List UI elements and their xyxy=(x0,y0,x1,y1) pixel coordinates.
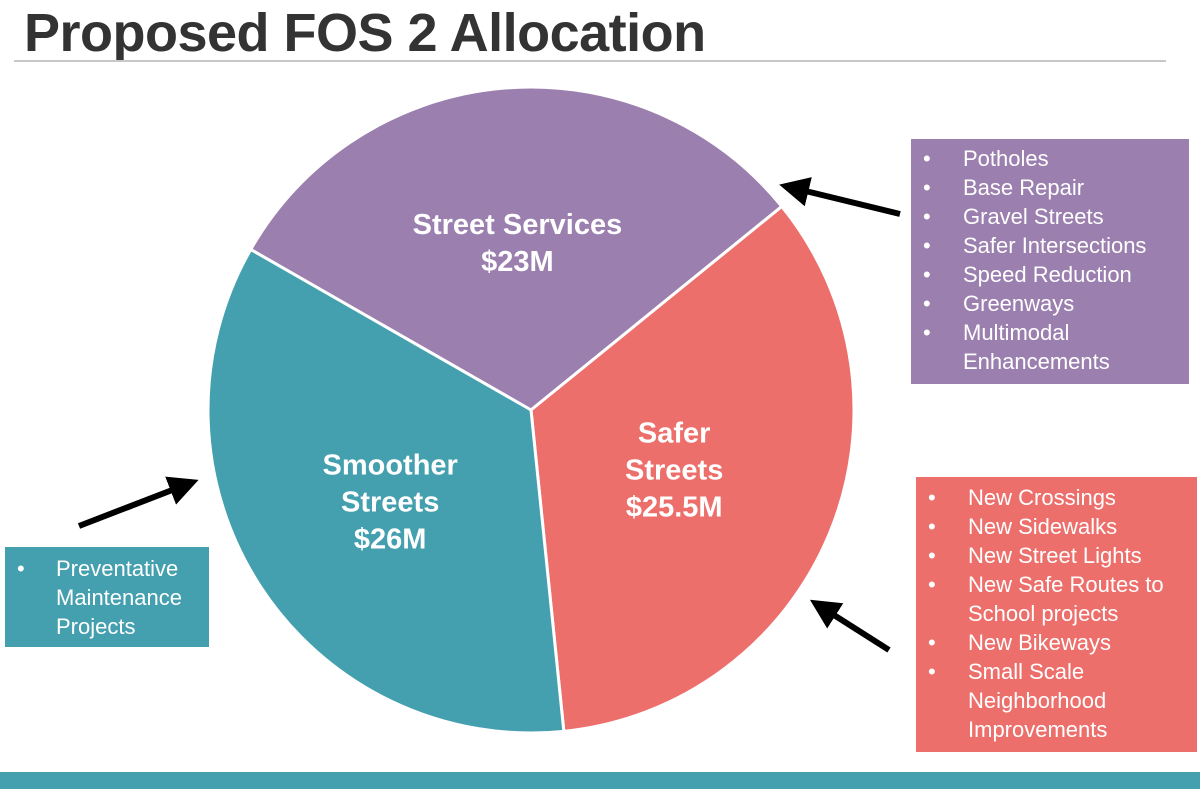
footer-bar xyxy=(0,772,1200,789)
slice-label-line: $23M xyxy=(481,246,554,278)
list-item: Potholes xyxy=(911,144,1189,173)
slice-smoother-streets xyxy=(206,247,566,735)
safer-streets-callout: New Crossings New Sidewalks New Street L… xyxy=(916,477,1197,752)
list-item: Small Scale Neighborhood Improvements xyxy=(916,657,1197,744)
slice-label-line: Streets xyxy=(341,487,439,519)
list-item: Greenways xyxy=(911,289,1189,318)
label-street-services: Street Services $23M xyxy=(413,209,623,278)
slice-label-line: $26M xyxy=(354,524,427,556)
list-item: New Bikeways xyxy=(916,628,1197,657)
arrow-safer-streets xyxy=(809,599,891,653)
title-divider xyxy=(14,60,1166,62)
arrow-street-services xyxy=(779,177,901,217)
arrow-smoother-streets xyxy=(77,476,199,529)
street-services-list: Potholes Base Repair Gravel Streets Safe… xyxy=(911,144,1189,376)
safer-streets-list: New Crossings New Sidewalks New Street L… xyxy=(916,483,1197,744)
smoother-streets-callout: Preventative Maintenance Projects xyxy=(5,547,209,647)
list-item: New Sidewalks xyxy=(916,512,1197,541)
pie-labels: Street Services $23M Safer Streets $25.5M Smo… xyxy=(322,209,723,555)
slice-label-line: Street Services xyxy=(413,209,623,241)
list-item: Speed Reduction xyxy=(911,260,1189,289)
smoother-streets-list: Preventative Maintenance Projects xyxy=(5,554,209,641)
list-item: New Street Lights xyxy=(916,541,1197,570)
slice-label-line: Smoother xyxy=(322,450,457,482)
slice-label-line: Safer xyxy=(638,417,711,449)
slice-safer-streets xyxy=(529,204,856,733)
street-services-callout: Potholes Base Repair Gravel Streets Safe… xyxy=(911,139,1189,384)
list-item: New Crossings xyxy=(916,483,1197,512)
list-item: Safer Intersections xyxy=(911,231,1189,260)
slice-street-services xyxy=(248,85,784,412)
list-item: Multimodal Enhancements xyxy=(911,318,1189,376)
list-item: Base Repair xyxy=(911,173,1189,202)
label-safer-streets: Safer Streets $25.5M xyxy=(625,417,723,523)
list-item: Gravel Streets xyxy=(911,202,1189,231)
list-item: Preventative Maintenance Projects xyxy=(5,554,209,641)
label-smoother-streets: Smoother Streets $26M xyxy=(322,450,457,556)
page-title: Proposed FOS 2 Allocation xyxy=(24,3,706,63)
slice-label-line: $25.5M xyxy=(626,491,723,523)
slice-label-line: Streets xyxy=(625,454,723,486)
pie-slices xyxy=(206,85,856,735)
list-item: New Safe Routes to School projects xyxy=(916,570,1197,628)
